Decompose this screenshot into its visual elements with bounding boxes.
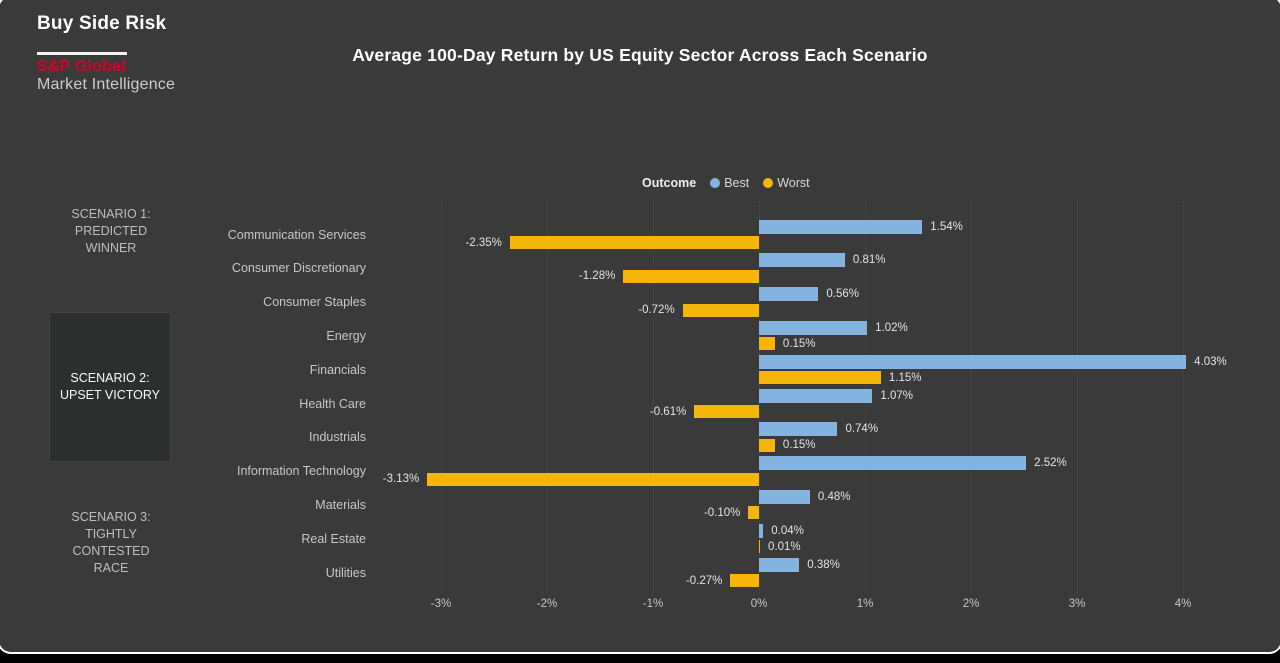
gridline	[1076, 201, 1078, 593]
scenario-label-line: SCENARIO 3:	[71, 510, 151, 524]
brand-division: Market Intelligence	[37, 76, 176, 93]
scenario-option-2[interactable]: SCENARIO 2: UPSET VICTORY	[49, 312, 171, 462]
value-label: -3.13%	[382, 473, 420, 486]
category-label: Consumer Discretionary	[231, 261, 366, 276]
scenario-label-line: CONTESTED	[72, 544, 150, 558]
value-label: 1.15%	[888, 371, 922, 384]
scenario-label-line: UPSET VICTORY	[59, 388, 161, 402]
x-axis-tick-label: -2%	[536, 598, 558, 610]
scenario-label-line: RACE	[93, 561, 129, 575]
category-label: Energy	[326, 328, 366, 343]
bar-best-information-technology[interactable]	[759, 456, 1027, 471]
bar-best-communication-services[interactable]	[759, 219, 923, 234]
x-axis-tick-label: 2%	[962, 598, 980, 610]
bar-worst-health-care[interactable]	[694, 405, 759, 418]
value-label: 0.74%	[845, 423, 879, 436]
x-axis-tick-label: -3%	[430, 598, 452, 610]
legend-item-label: Worst	[777, 176, 810, 190]
bar-best-energy[interactable]	[759, 320, 868, 335]
chart-title: Average 100-Day Return by US Equity Sect…	[352, 45, 928, 65]
legend-item-best[interactable]: Best	[710, 176, 749, 190]
bar-worst-consumer-staples[interactable]	[682, 303, 759, 317]
bar-worst-materials[interactable]	[748, 506, 759, 520]
bar-worst-communication-services[interactable]	[509, 236, 759, 249]
bar-best-health-care[interactable]	[759, 388, 873, 403]
category-label: Information Technology	[236, 464, 366, 479]
bar-worst-utilities[interactable]	[730, 574, 759, 587]
value-label: -0.72%	[638, 304, 675, 317]
value-label: 4.03%	[1194, 355, 1227, 368]
bar-best-consumer-staples[interactable]	[759, 287, 819, 302]
legend-item-label: Best	[724, 176, 750, 190]
bar-worst-real-estate[interactable]	[759, 540, 761, 554]
scenario-label-line: SCENARIO 1:	[71, 207, 151, 221]
value-label: -0.61%	[649, 405, 687, 418]
best-dot-icon	[710, 178, 721, 188]
gridline	[1182, 201, 1184, 593]
bar-best-real-estate[interactable]	[759, 523, 764, 538]
gridline	[440, 201, 442, 593]
scenario-option-1[interactable]: SCENARIO 1: PREDICTED WINNER	[25, 206, 197, 257]
bar-worst-industrials[interactable]	[759, 438, 775, 452]
scenario-label-line: WINNER	[85, 241, 137, 255]
bar-best-industrials[interactable]	[759, 422, 838, 437]
value-label: 1.07%	[880, 389, 914, 402]
bar-best-consumer-discretionary[interactable]	[759, 253, 845, 268]
category-label: Utilities	[325, 565, 366, 580]
legend-item-worst[interactable]: Worst	[763, 176, 810, 190]
category-label: Health Care	[299, 396, 366, 411]
legend-title: Outcome	[642, 176, 697, 190]
x-axis-tick-label: -1%	[642, 598, 664, 610]
worst-dot-icon	[763, 178, 774, 188]
scenario-label-line: SCENARIO 2:	[70, 371, 150, 385]
x-axis-tick-label: 3%	[1068, 598, 1086, 610]
bar-best-financials[interactable]	[759, 354, 1187, 369]
category-label: Financials	[309, 362, 366, 377]
value-label: 0.01%	[768, 540, 801, 553]
scenario-label-line: TIGHTLY	[85, 527, 137, 541]
value-label: -0.27%	[685, 574, 723, 587]
scenario-label-line: PREDICTED	[74, 224, 148, 238]
value-label: 1.02%	[875, 321, 908, 334]
value-label: 2.52%	[1034, 457, 1067, 470]
category-label: Materials	[315, 497, 366, 512]
value-label: -1.28%	[578, 270, 616, 283]
x-axis-tick-label: 0%	[750, 598, 768, 610]
bar-worst-information-technology[interactable]	[427, 472, 759, 486]
value-label: 0.04%	[771, 524, 804, 537]
x-axis-tick-label: 1%	[856, 598, 874, 610]
gridline	[652, 201, 654, 593]
bar-worst-financials[interactable]	[759, 371, 881, 385]
value-label: 0.48%	[817, 490, 851, 503]
category-label: Communication Services	[227, 227, 366, 242]
value-label: 0.15%	[782, 337, 816, 350]
bar-best-materials[interactable]	[759, 489, 810, 504]
category-label: Industrials	[309, 430, 366, 445]
gridline	[546, 201, 548, 593]
value-label: -2.35%	[465, 236, 502, 249]
category-label: Real Estate	[301, 531, 366, 546]
bar-worst-consumer-discretionary[interactable]	[623, 269, 759, 283]
bar-best-utilities[interactable]	[759, 557, 800, 572]
category-label: Consumer Staples	[263, 295, 366, 310]
value-label: 1.54%	[930, 220, 963, 233]
chart-legend: Outcome Best Worst	[642, 176, 810, 190]
product-title: Buy Side Risk	[37, 13, 167, 34]
value-label: -0.10%	[703, 506, 741, 519]
x-axis-tick-label: 4%	[1174, 598, 1192, 610]
value-label: 0.56%	[826, 288, 859, 301]
brand-name: S&P Global	[37, 58, 126, 75]
value-label: 0.15%	[782, 439, 816, 452]
scenario-option-3[interactable]: SCENARIO 3: TIGHTLY CONTESTED RACE	[25, 509, 197, 577]
bar-worst-energy[interactable]	[759, 337, 775, 351]
brand-divider	[37, 52, 127, 55]
value-label: 0.81%	[852, 254, 886, 267]
gridline	[970, 201, 972, 593]
value-label: 0.38%	[807, 558, 840, 571]
